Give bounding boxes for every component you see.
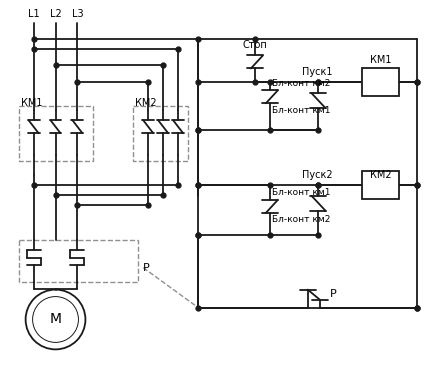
Text: L1: L1 — [28, 8, 39, 19]
Text: L3: L3 — [72, 8, 83, 19]
Text: Р: Р — [143, 263, 150, 273]
Text: КМ1: КМ1 — [370, 55, 391, 65]
Text: Бл-конт км2: Бл-конт км2 — [272, 79, 330, 88]
Text: КМ2: КМ2 — [135, 98, 157, 108]
Text: КМ2: КМ2 — [370, 170, 391, 180]
Bar — [362, 171, 399, 199]
Text: L2: L2 — [49, 8, 61, 19]
Text: Бл-конт км1: Бл-конт км1 — [272, 106, 330, 115]
Text: Р: Р — [330, 289, 336, 299]
Text: М: М — [49, 313, 62, 327]
Text: Пуск1: Пуск1 — [302, 68, 333, 77]
Bar — [362, 68, 399, 96]
Bar — [133, 106, 188, 161]
Bar — [19, 106, 93, 161]
Text: Бл-конт км1: Бл-конт км1 — [272, 189, 330, 197]
Text: Бл-конт км2: Бл-конт км2 — [272, 215, 330, 224]
Text: Стоп: Стоп — [243, 39, 267, 49]
Text: Пуск2: Пуск2 — [302, 170, 333, 180]
Text: КМ1: КМ1 — [21, 98, 42, 108]
Bar — [19, 240, 138, 282]
